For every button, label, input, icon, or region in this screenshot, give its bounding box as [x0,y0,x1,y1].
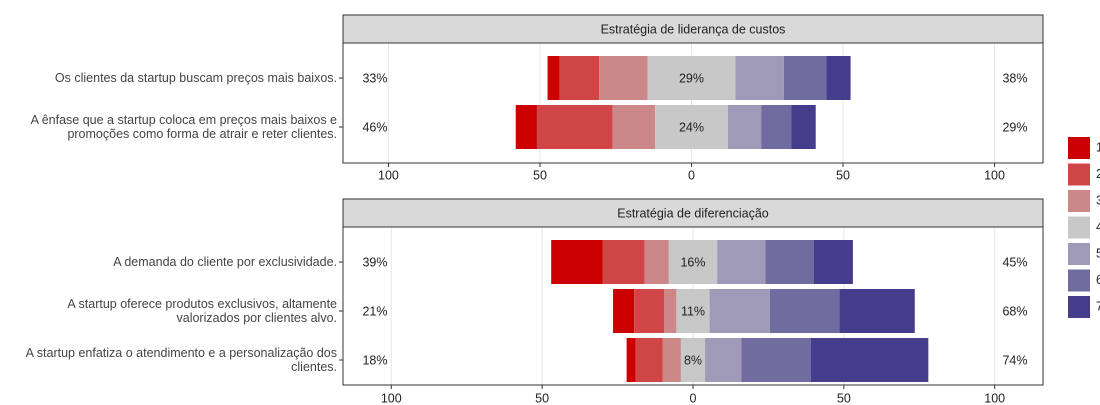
left-total: 21% [362,304,387,318]
strip [342,198,1044,228]
legend-label: 5 [1096,246,1100,260]
bar-segment [705,338,742,382]
bar-segment [664,289,677,333]
strip-title: Estratégia de diferenciação [617,206,769,220]
bar-segment [655,105,728,149]
left-total: 39% [362,255,387,269]
left-total: 18% [362,353,387,367]
strip [342,14,1044,44]
legend-label: 1 [1096,140,1100,154]
bar-segment [761,105,792,149]
bar-segment [813,240,853,284]
x-tick-label: 100 [984,168,1005,182]
category-label: A demanda do cliente por exclusividade. [113,255,337,269]
bar-segment [613,289,635,333]
legend-swatch [1068,269,1090,292]
bar-segment [839,289,915,333]
legend-swatch [1068,216,1090,239]
legend-swatch [1068,163,1090,186]
right-total: 38% [1002,71,1027,85]
category-label: Os clientes da startup buscam preços mai… [54,71,337,85]
legend-swatch [1068,137,1090,159]
x-tick-label: 50 [837,391,851,405]
category-label: A ênfase que a startup coloca em preços … [30,113,337,141]
strip-title: Estratégia de liderança de custos [601,22,786,36]
bar-segment [559,56,600,100]
legend-label: 7 [1096,299,1100,313]
neutral-label: 24% [679,120,704,134]
bar-segment [791,105,816,149]
legend-swatch [1068,190,1090,212]
panel-border [342,42,1044,164]
left-total: 33% [362,71,387,85]
x-tick-label: 50 [535,391,549,405]
bar-segment [612,105,656,149]
legend-label: 2 [1096,167,1100,181]
neutral-label: 11% [681,304,705,318]
bar-segment [680,338,706,382]
bar-segment [826,56,851,100]
neutral-label: 8% [684,353,702,367]
x-tick-label: 100 [984,391,1005,405]
right-total: 74% [1002,353,1027,367]
right-total: 45% [1002,255,1027,269]
bar-segment [783,56,827,100]
bar-segment [709,289,770,333]
legend-swatch [1068,296,1090,318]
right-total: 68% [1002,304,1027,318]
legend-label: 4 [1096,220,1100,234]
neutral-label: 29% [679,71,704,85]
x-tick-label: 50 [533,168,547,182]
bar-segment [547,56,560,100]
bar-segment [634,289,665,333]
bar-segment [735,56,784,100]
bar-segment [668,240,718,284]
right-total: 29% [1002,120,1027,134]
x-tick-label: 0 [690,391,697,405]
category-label: A startup enfatiza o atendimento e a per… [25,346,337,374]
bar-segment [765,240,814,284]
legend-label: 6 [1096,273,1100,287]
bar-segment [644,240,669,284]
bar-segment [635,338,663,382]
bar-segment [676,289,710,333]
bar-segment [536,105,613,149]
bar-segment [551,240,603,284]
panel-border [342,226,1044,386]
category-label: A startup oferece produtos exclusivos, a… [67,297,337,325]
legend-swatch [1068,243,1090,265]
bar-segment [717,240,766,284]
bar-segment [602,240,645,284]
bar-segment [769,289,840,333]
neutral-label: 16% [680,255,705,269]
bar-segment [626,338,636,382]
x-tick-label: 100 [378,168,399,182]
x-tick-label: 0 [688,168,695,182]
x-tick-label: 50 [836,168,850,182]
bar-segment [515,105,537,149]
bar-segment [741,338,811,382]
legend-label: 3 [1096,193,1100,207]
bar-segment [599,56,648,100]
x-tick-label: 100 [381,391,402,405]
bar-segment [810,338,929,382]
bar-segment [647,56,736,100]
left-total: 46% [362,120,387,134]
bar-segment [662,338,681,382]
bar-segment [727,105,762,149]
